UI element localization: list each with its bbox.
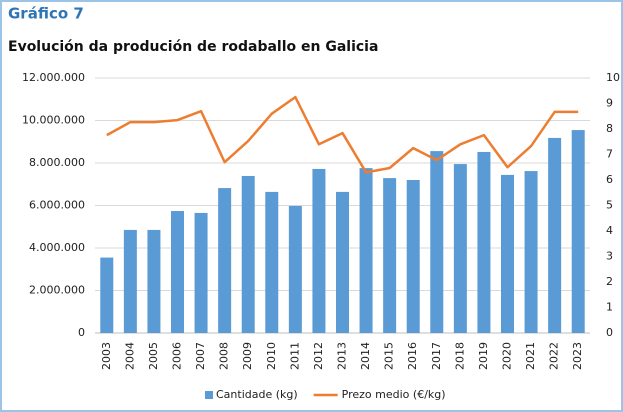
x-tick-label: 2017	[430, 342, 443, 370]
y-tick-label: 6.000.000	[29, 199, 85, 212]
bar	[171, 211, 184, 333]
x-tick-label: 2015	[383, 342, 396, 370]
x-tick-label: 2022	[548, 342, 561, 370]
x-tick-label: 2021	[524, 342, 537, 370]
x-tick-label: 2016	[406, 342, 419, 370]
bar	[288, 205, 302, 333]
y2-tick-label: 4	[606, 224, 613, 237]
x-tick-label: 2020	[501, 342, 514, 370]
x-tick-label: 2008	[218, 342, 231, 370]
y-tick-label: 4.000.000	[29, 241, 85, 254]
y2-tick-label: 8	[606, 122, 613, 135]
x-tick-label: 2018	[453, 342, 466, 370]
y-tick-label: 8.000.000	[29, 156, 85, 169]
legend-label: Cantidade (kg)	[216, 388, 298, 401]
x-tick-label: 2013	[336, 342, 349, 370]
x-tick-label: 2011	[288, 342, 301, 370]
y-tick-label: 10.000.000	[22, 114, 85, 127]
y2-tick-label: 1	[606, 301, 613, 314]
y2-tick-label: 6	[606, 173, 613, 186]
y2-tick-label: 7	[606, 148, 613, 161]
bar	[571, 130, 585, 333]
bar	[194, 212, 208, 333]
chart-subtitle: Evolución da produción de rodaballo en G…	[8, 39, 378, 55]
bar	[123, 229, 137, 333]
bar	[359, 168, 373, 333]
legend-swatch	[205, 391, 213, 399]
bar	[218, 188, 232, 333]
bar	[430, 151, 444, 333]
y2-tick-label: 0	[606, 326, 613, 339]
chart-title: Gráfico 7	[8, 5, 84, 23]
x-tick-label: 2007	[194, 342, 207, 370]
x-tick-label: 2010	[265, 342, 278, 370]
bar	[312, 168, 326, 333]
x-tick-label: 2004	[123, 342, 136, 370]
y-tick-label: 12.000.000	[22, 71, 85, 84]
x-tick-label: 2005	[147, 342, 160, 370]
x-tick-label: 2023	[571, 342, 584, 370]
y2-tick-label: 3	[606, 250, 613, 263]
bar	[406, 180, 420, 333]
y2-tick-label: 5	[606, 199, 613, 212]
bar	[241, 175, 255, 333]
x-tick-label: 2003	[100, 342, 113, 370]
bar	[100, 257, 114, 333]
x-tick-label: 2019	[477, 342, 490, 370]
bar	[453, 164, 467, 333]
bar	[147, 229, 161, 333]
y-tick-label: 2.000.000	[29, 284, 85, 297]
bar	[265, 191, 279, 333]
x-tick-label: 2014	[359, 342, 372, 370]
bar	[501, 174, 514, 333]
bar	[524, 171, 538, 333]
y2-tick-label: 2	[606, 275, 613, 288]
line	[106, 95, 579, 174]
bar	[336, 191, 349, 333]
bar	[477, 151, 491, 333]
bar	[383, 178, 397, 333]
x-tick-label: 2009	[241, 342, 254, 370]
y-tick-label: 0	[78, 326, 85, 339]
y2-tick-label: 9	[606, 97, 613, 110]
x-tick-label: 2006	[171, 342, 184, 370]
bar	[548, 137, 562, 333]
x-tick-label: 2012	[312, 342, 325, 370]
y2-tick-label: 10	[606, 71, 620, 84]
legend-label: Prezo medio (€/kg)	[342, 388, 446, 401]
